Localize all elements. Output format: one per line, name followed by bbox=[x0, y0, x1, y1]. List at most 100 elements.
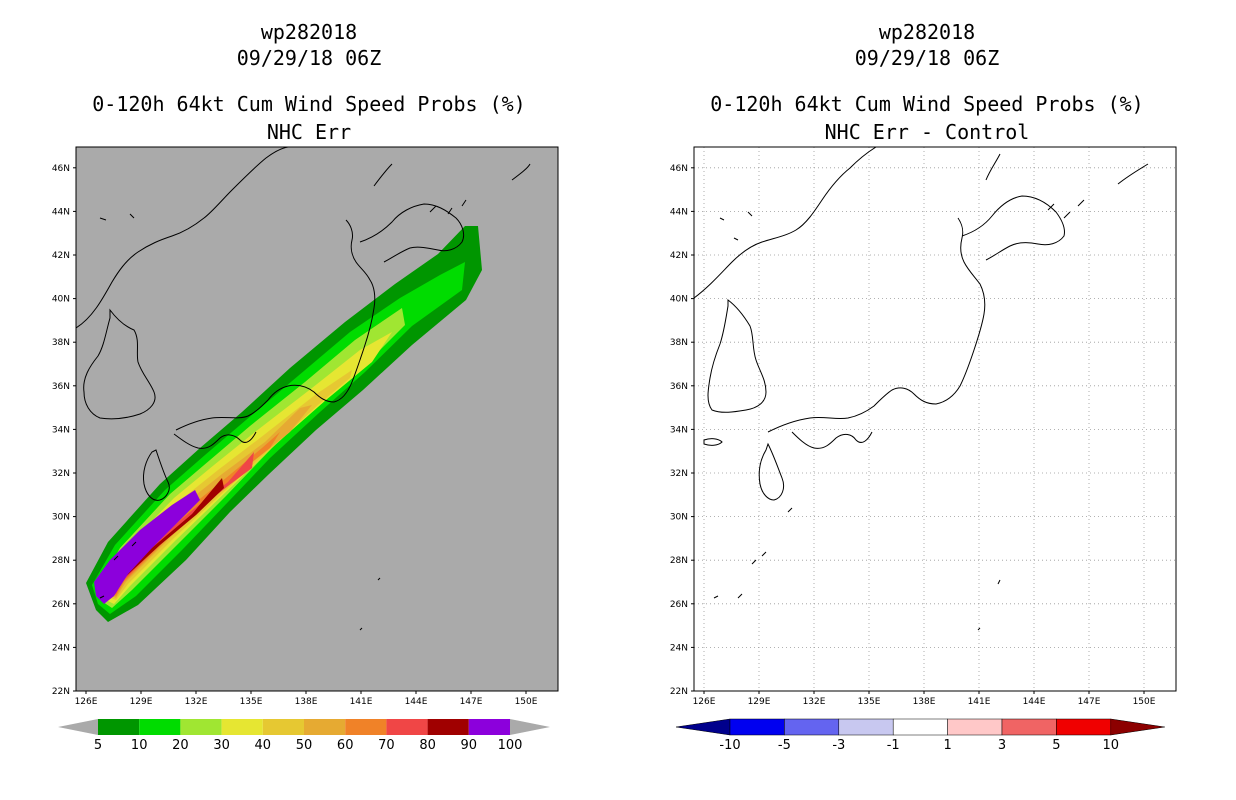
lon-label: 144E bbox=[1023, 697, 1046, 707]
colorbar-swatch bbox=[729, 718, 785, 736]
left-datetime: 09/29/18 06Z bbox=[236, 46, 382, 70]
colorbar-label: 100 bbox=[498, 738, 523, 753]
colorbar-label: 80 bbox=[419, 738, 436, 753]
colorbar-swatch bbox=[838, 718, 894, 736]
colorbar-swatch bbox=[427, 719, 469, 735]
colorbar-swatch bbox=[784, 718, 840, 736]
colorbar-label: 5 bbox=[94, 738, 102, 753]
lon-label: 129E bbox=[130, 697, 153, 707]
lat-label: 38N bbox=[670, 338, 688, 348]
lon-label: 138E bbox=[295, 697, 318, 707]
colorbar-label: 60 bbox=[337, 738, 354, 753]
right-subtitle: NHC Err - Control bbox=[824, 120, 1030, 144]
colorbar-label: 90 bbox=[461, 738, 478, 753]
lat-label: 32N bbox=[670, 469, 688, 479]
colorbar-low-arrow bbox=[675, 718, 731, 736]
colorbar-swatch bbox=[386, 719, 428, 735]
lat-label: 28N bbox=[52, 556, 70, 566]
colorbar-label: 1 bbox=[943, 738, 951, 753]
lat-label: 40N bbox=[52, 295, 70, 305]
lat-label: 30N bbox=[52, 513, 70, 523]
lon-label: 126E bbox=[75, 697, 98, 707]
lat-label: 42N bbox=[670, 251, 688, 261]
colorbar-swatch bbox=[180, 719, 222, 735]
lat-label: 36N bbox=[670, 382, 688, 392]
lat-label: 40N bbox=[670, 295, 688, 305]
left-storm-id: wp282018 bbox=[260, 20, 358, 44]
colorbar-label: 10 bbox=[1103, 738, 1120, 753]
lat-label: 46N bbox=[52, 164, 70, 174]
lon-label: 132E bbox=[185, 697, 208, 707]
lat-label: 22N bbox=[670, 687, 688, 697]
lat-label: 32N bbox=[52, 469, 70, 479]
right-gridlines bbox=[694, 147, 1176, 691]
lat-label: 42N bbox=[52, 251, 70, 261]
lat-label: 28N bbox=[670, 556, 688, 566]
lat-label: 38N bbox=[52, 338, 70, 348]
lat-label: 44N bbox=[52, 207, 70, 217]
left-subtitle: NHC Err bbox=[266, 120, 352, 144]
right-datetime: 09/29/18 06Z bbox=[854, 46, 1000, 70]
left-probability-swath bbox=[86, 226, 482, 622]
lat-label: 24N bbox=[670, 643, 688, 653]
colorbar-label: 70 bbox=[378, 738, 395, 753]
colorbar-swatch bbox=[262, 719, 304, 735]
colorbar-high-arrow bbox=[510, 719, 550, 735]
colorbar-high-arrow bbox=[1110, 718, 1165, 736]
lon-label: 144E bbox=[405, 697, 428, 707]
colorbar-swatch bbox=[221, 719, 263, 735]
colorbar-swatch bbox=[139, 719, 181, 735]
colorbar-swatch bbox=[892, 718, 948, 736]
lon-label: 132E bbox=[803, 697, 826, 707]
colorbar-label: 20 bbox=[172, 738, 189, 753]
lon-label: 141E bbox=[350, 697, 373, 707]
lon-label: 141E bbox=[968, 697, 991, 707]
colorbar-label: 10 bbox=[131, 738, 148, 753]
colorbar-swatch bbox=[1001, 718, 1057, 736]
colorbar-label: -5 bbox=[778, 738, 791, 753]
right-coastlines bbox=[694, 147, 1149, 631]
right-panel: wp282018 09/29/18 06Z 0-120h 64kt Cum Wi… bbox=[618, 0, 1236, 800]
colorbar-swatch bbox=[468, 719, 510, 735]
lat-label: 26N bbox=[52, 600, 70, 610]
colorbar-label: -10 bbox=[719, 738, 740, 753]
right-axes: 22N 24N 26N 28N 30N 32N 34N 36N 38N 40N 42N 44N 46N 1… bbox=[670, 164, 1156, 707]
colorbar-swatch bbox=[98, 719, 140, 735]
lon-label: 126E bbox=[693, 697, 716, 707]
right-product-title: 0-120h 64kt Cum Wind Speed Probs (%) bbox=[710, 92, 1144, 116]
left-colorbar: 5 10 20 30 40 50 60 70 80 90 100 bbox=[58, 719, 550, 753]
right-storm-id: wp282018 bbox=[878, 20, 976, 44]
colorbar-label: 50 bbox=[296, 738, 313, 753]
lat-label: 34N bbox=[52, 425, 70, 435]
colorbar-swatch bbox=[1056, 718, 1112, 736]
colorbar-label: -1 bbox=[887, 738, 900, 753]
lon-label: 138E bbox=[913, 697, 936, 707]
lat-label: 34N bbox=[670, 425, 688, 435]
lon-label: 135E bbox=[858, 697, 881, 707]
lat-label: 30N bbox=[670, 513, 688, 523]
lon-label: 147E bbox=[460, 697, 483, 707]
right-map-svg: 22N 24N 26N 28N 30N 32N 34N 36N 38N 40N 42N 44N 46N 1… bbox=[670, 146, 1177, 753]
right-map-background bbox=[694, 147, 1176, 691]
left-map-svg: 22N 24N 26N 28N 30N 32N 34N 36N 38N 40N 42N 44N 46N 1… bbox=[52, 146, 559, 753]
colorbar-label: 5 bbox=[1052, 738, 1060, 753]
lat-label: 44N bbox=[670, 207, 688, 217]
left-axes: 22N 24N 26N 28N 30N 32N 34N 36N 38N 40N 42N 44N 46N 1… bbox=[52, 164, 538, 707]
lat-label: 22N bbox=[52, 687, 70, 697]
colorbar-label: 40 bbox=[255, 738, 272, 753]
left-product-title: 0-120h 64kt Cum Wind Speed Probs (%) bbox=[92, 92, 526, 116]
left-map-frame bbox=[75, 146, 559, 692]
lat-label: 24N bbox=[52, 643, 70, 653]
colorbar-low-arrow bbox=[58, 719, 98, 735]
right-map-frame bbox=[693, 146, 1177, 692]
lon-label: 129E bbox=[748, 697, 771, 707]
left-panel: wp282018 09/29/18 06Z 0-120h 64kt Cum Wi… bbox=[52, 20, 559, 753]
lon-label: 147E bbox=[1078, 697, 1101, 707]
lon-label: 135E bbox=[240, 697, 263, 707]
lat-label: 36N bbox=[52, 382, 70, 392]
lon-label: 150E bbox=[1133, 697, 1156, 707]
colorbar-swatch bbox=[345, 719, 387, 735]
colorbar-swatch bbox=[947, 718, 1003, 736]
lon-label: 150E bbox=[515, 697, 538, 707]
lat-label: 26N bbox=[670, 600, 688, 610]
